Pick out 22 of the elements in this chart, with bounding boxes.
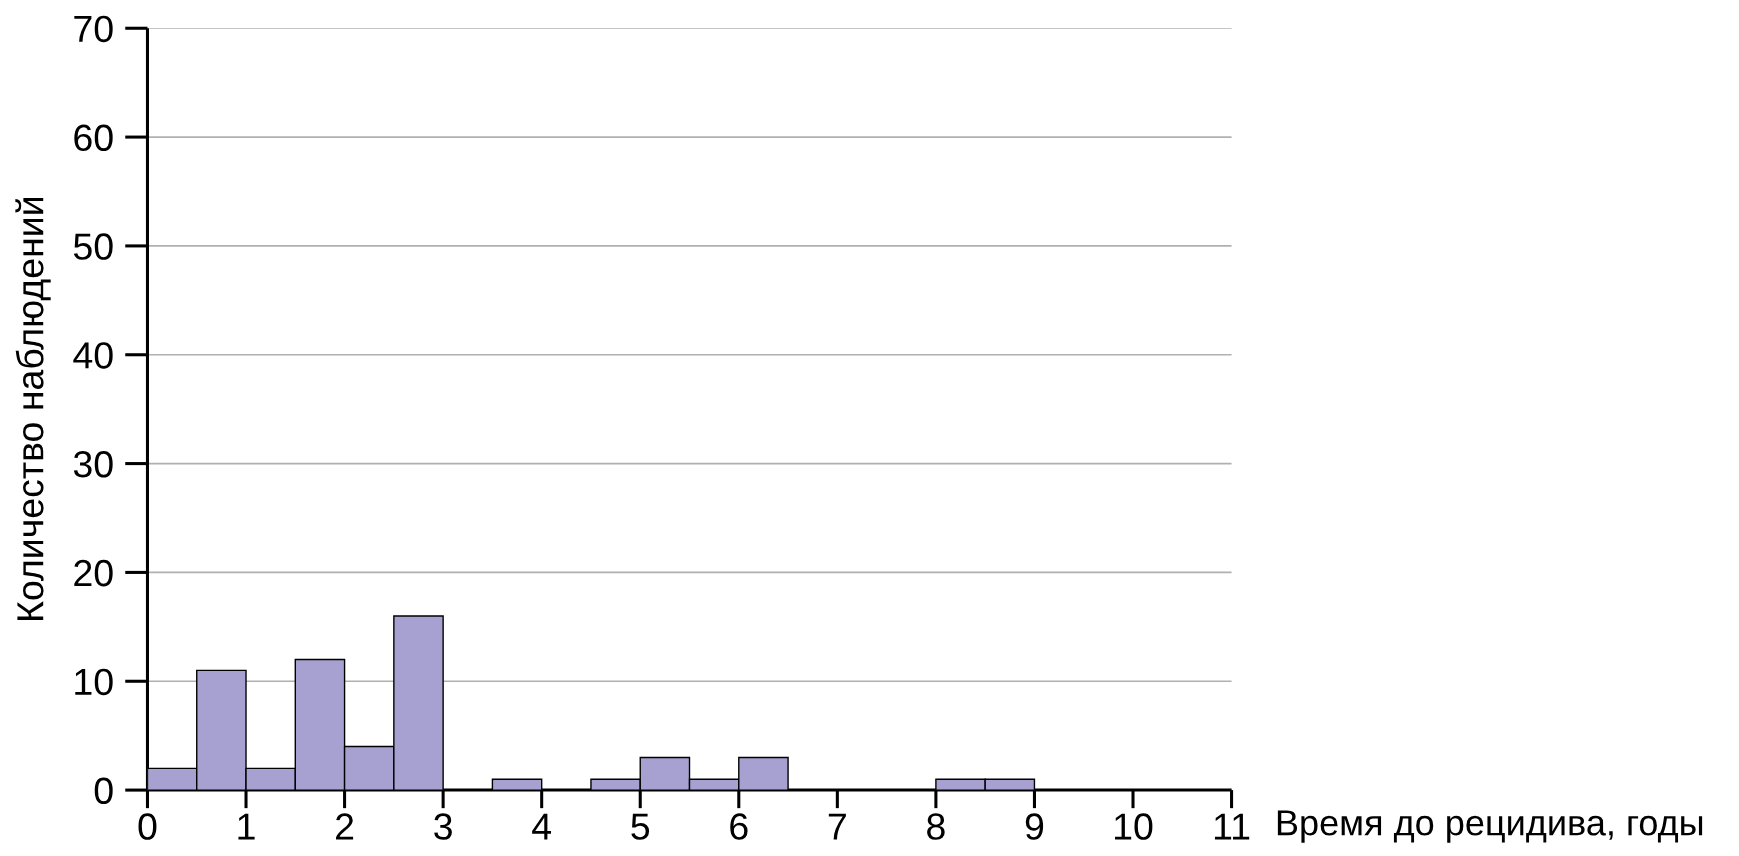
x-tick-label: 9 <box>1025 813 1044 840</box>
y-tick-label: 0 <box>94 777 113 805</box>
x-tick-label: 5 <box>631 813 650 840</box>
x-tick-label: 3 <box>434 813 452 840</box>
y-tick-label: 30 <box>73 450 113 478</box>
x-tick-label: 6 <box>730 813 748 840</box>
x-tick-label: 4 <box>532 813 552 840</box>
x-axis-title: Время до рецидива, годы <box>1277 810 1703 843</box>
y-axis-title: Количество наблюдений <box>15 197 51 620</box>
x-tick-label: 7 <box>828 813 846 840</box>
y-tick-label: 40 <box>73 342 113 369</box>
x-tick-label: 2 <box>336 813 354 840</box>
y-tick-label: 20 <box>74 559 113 587</box>
y-tick-label: 60 <box>74 124 113 152</box>
y-tick-label: 50 <box>73 233 113 260</box>
x-tick-label: 1 <box>238 813 255 840</box>
x-tick-label: 8 <box>927 813 945 840</box>
x-tick-label: 0 <box>138 813 157 840</box>
x-tick-label: 11 <box>1214 813 1250 840</box>
y-tick-label: 70 <box>74 15 113 43</box>
x-tick-label: 10 <box>1115 813 1153 840</box>
y-tick-label: 10 <box>75 668 113 696</box>
